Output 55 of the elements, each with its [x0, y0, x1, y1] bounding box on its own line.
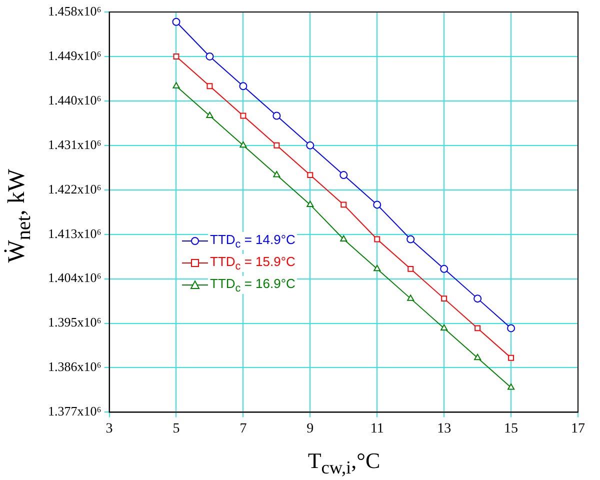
- point: [340, 235, 348, 242]
- y-tick-label: 1.386x10⁶: [48, 359, 102, 374]
- point: [373, 200, 382, 209]
- x-tick-label: 15: [504, 421, 518, 436]
- point: [440, 324, 448, 330]
- point: [240, 141, 247, 148]
- point: [306, 200, 314, 207]
- legend-label: TTD$_{c}$ = 14.9°C: [208, 232, 298, 250]
- point: [239, 82, 248, 90]
- point: [474, 325, 481, 332]
- point: [374, 264, 381, 272]
- point: [172, 82, 180, 88]
- point: [508, 354, 514, 361]
- point: [173, 53, 180, 60]
- y-tick-label: 1.422x10⁶: [48, 181, 102, 196]
- point: [440, 264, 448, 273]
- x-tick-label: 5: [172, 421, 180, 436]
- point: [340, 171, 348, 180]
- point: [307, 172, 314, 178]
- x-tick-label: 11: [370, 421, 384, 436]
- point: [406, 235, 415, 244]
- point: [507, 324, 516, 332]
- point: [306, 141, 314, 150]
- x-tick-label: 7: [240, 421, 247, 436]
- y-tick-label: 1.458x10⁶: [48, 3, 102, 18]
- point: [474, 354, 482, 360]
- x-axis-title: T$_{cw,i}$,°C: [306, 448, 382, 478]
- y-tick-label: 1.413x10⁶: [48, 226, 102, 241]
- legend-label: TTD$_{c}$ = 16.9°C: [208, 276, 298, 294]
- y-tick-label: 1.440x10⁶: [48, 92, 102, 108]
- y-tick-label: 1.431x10⁶: [48, 136, 102, 152]
- point: [274, 142, 280, 148]
- x-tick-label: 3: [106, 421, 113, 436]
- point: [273, 171, 280, 178]
- point: [240, 112, 246, 119]
- point: [408, 266, 414, 272]
- x-tick-label: 17: [571, 421, 585, 436]
- point: [374, 236, 380, 242]
- legend-label: TTD$_{c}$ = 15.9°C: [208, 254, 298, 272]
- y-tick-label: 1.404x10⁶: [48, 270, 102, 286]
- point: [206, 52, 214, 60]
- point: [206, 112, 214, 118]
- y-tick-label: 1.395x10⁶: [48, 314, 102, 330]
- point: [340, 202, 347, 208]
- point: [508, 383, 515, 390]
- point: [441, 296, 448, 302]
- x-tick-label: 9: [306, 421, 314, 436]
- point: [206, 83, 213, 90]
- x-tick-label: 13: [437, 421, 452, 436]
- point: [407, 294, 414, 301]
- point: [272, 112, 281, 120]
- point: [474, 294, 482, 303]
- y-tick-label: 1.449x10⁶: [48, 48, 102, 63]
- y-tick-label: 1.377x10⁶: [48, 404, 102, 419]
- point: [172, 18, 180, 26]
